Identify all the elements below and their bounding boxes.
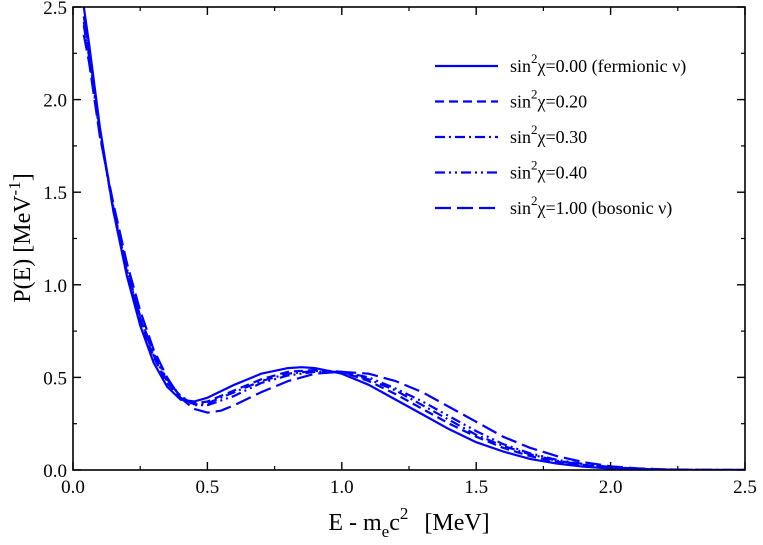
y-axis-title-main: P(E) [MeV xyxy=(10,195,36,303)
x-axis-title: E - mec2 [MeV] xyxy=(328,504,489,541)
plot-background xyxy=(73,7,745,470)
x-tick-label: 0.0 xyxy=(61,477,85,498)
y-tick-label: 2.5 xyxy=(43,0,67,19)
x-axis-title-sub: e xyxy=(382,522,390,541)
y-tick-label: 1.0 xyxy=(43,276,67,297)
y-axis-title-close: ] xyxy=(10,173,36,181)
legend-label-1: sin2χ=0.20 xyxy=(510,87,587,112)
y-axis-title: P(E) [MeV-1] xyxy=(5,173,36,302)
y-axis-title-sup: -1 xyxy=(5,181,24,195)
series-line-4 xyxy=(82,34,745,470)
legend-label-3: sin2χ=0.40 xyxy=(510,158,587,183)
ticks-layer: 0.0 0.5 1.0 1.5 2.0 2.5 0.0 0.5 1.0 1.5 2.0 2.5 xyxy=(43,0,757,498)
x-tick-label: 2.5 xyxy=(733,477,757,498)
y-tick-label: 2.0 xyxy=(43,91,67,112)
x-axis-title-main: E - m xyxy=(328,510,382,536)
x-tick-label: 1.0 xyxy=(330,477,354,498)
y-tick-label: 1.5 xyxy=(43,183,67,204)
x-axis-title-after: c xyxy=(389,510,400,536)
x-tick-label: 1.5 xyxy=(464,477,488,498)
legend-label-4: sin2χ=1.00 (bosonic ν) xyxy=(510,193,672,219)
x-tick-label: 2.0 xyxy=(599,477,623,498)
y-tick-label: 0.5 xyxy=(43,368,67,389)
y-tick-label: 0.0 xyxy=(43,461,67,482)
x-axis-title-sup: 2 xyxy=(400,504,409,523)
x-tick-label: 0.5 xyxy=(196,477,220,498)
legend-label-0: sin2χ=0.00 (fermionic ν) xyxy=(510,51,686,77)
legend: sin2χ=0.00 (fermionic ν) sin2χ=0.20 sin2χ=… xyxy=(435,51,686,219)
legend-label-2: sin2χ=0.30 xyxy=(510,122,587,147)
x-axis-title-unit: [MeV] xyxy=(424,510,489,536)
